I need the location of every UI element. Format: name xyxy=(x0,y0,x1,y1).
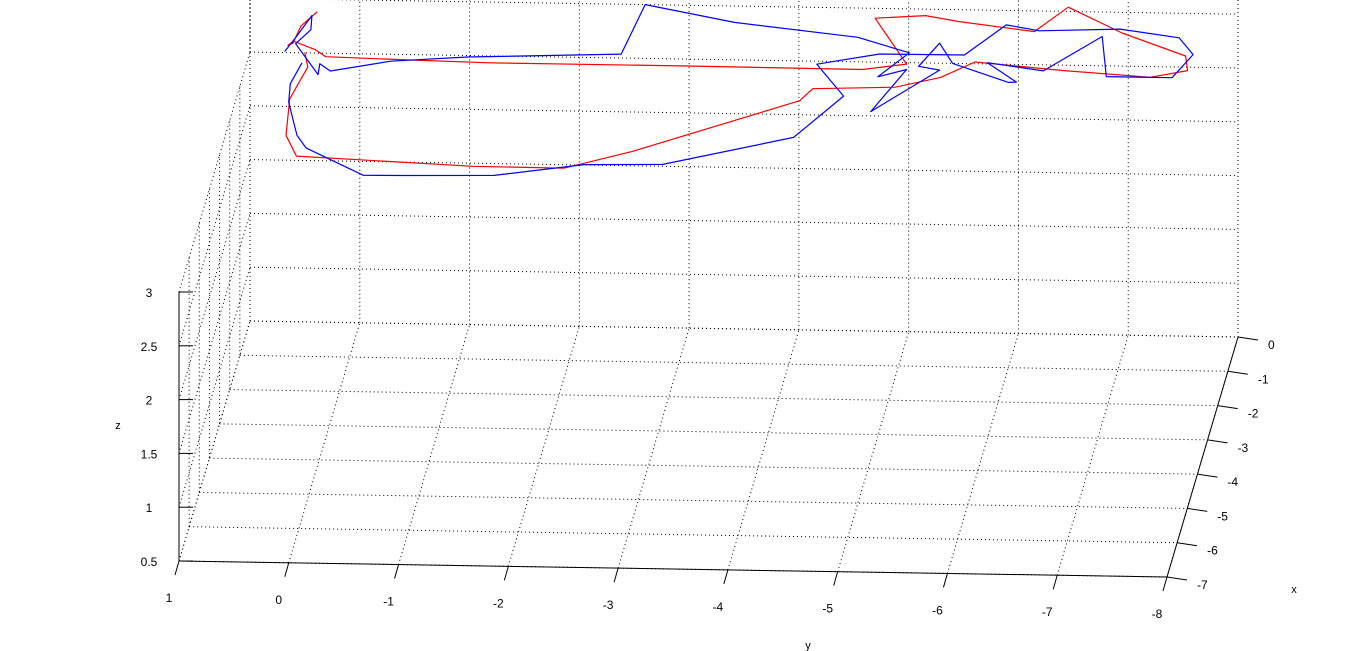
z-tick-label: 3 xyxy=(146,286,153,300)
y-tick-label: -4 xyxy=(713,600,724,614)
grid-line-floor-x xyxy=(219,423,1208,441)
grid-line-back-z xyxy=(330,0,1239,15)
x-tick-label: -5 xyxy=(1217,509,1228,523)
grid-line-floor-x xyxy=(199,491,1188,509)
grid-line-floor-x xyxy=(239,354,1228,372)
grid-line-left-z xyxy=(178,267,251,508)
y-tick-label: -1 xyxy=(383,595,394,609)
y-tick-mark xyxy=(942,573,948,588)
y-tick-label: 1 xyxy=(166,591,173,605)
x-tick-mark xyxy=(1187,507,1208,512)
x-tick-mark xyxy=(1166,576,1188,581)
z-tick-label: 1 xyxy=(146,501,153,515)
grid-line-left-z xyxy=(178,320,251,562)
grid-line-back-z xyxy=(249,320,1239,338)
grid-line-floor-y xyxy=(398,324,471,565)
grid-line-left-z xyxy=(178,213,251,454)
grid-line-floor-y xyxy=(617,327,690,569)
grid-line-floor-y xyxy=(1056,335,1129,576)
series-line-1 xyxy=(285,6,1189,169)
y-tick-label: -7 xyxy=(1042,605,1053,619)
y-tick-mark xyxy=(174,560,180,576)
z-tick-label: 2.5 xyxy=(141,340,158,354)
series-line-2 xyxy=(284,3,1194,177)
x-tick-label: -7 xyxy=(1197,578,1208,592)
x-tick-mark xyxy=(1207,439,1228,444)
z-tick-label: 0.5 xyxy=(141,555,158,569)
grid-line-floor-y xyxy=(288,322,361,563)
grid-line-floor-y xyxy=(507,326,580,567)
grid-line-back-z xyxy=(249,51,1239,69)
x-tick-label: -1 xyxy=(1258,372,1269,386)
x-axis-label: x xyxy=(1291,584,1297,596)
x-axis-line xyxy=(1166,336,1239,578)
grid-line-back-z xyxy=(249,266,1239,284)
x-tick-label: -6 xyxy=(1207,544,1218,558)
y-tick-mark xyxy=(503,566,509,581)
y-tick-mark xyxy=(1052,575,1058,590)
y-tick-label: -3 xyxy=(603,598,614,612)
axes xyxy=(178,292,1239,578)
y-tick-mark xyxy=(613,567,619,583)
x-tick-mark xyxy=(1227,370,1248,375)
y-axis-label: y xyxy=(805,640,811,651)
x-tick-label: -4 xyxy=(1227,475,1238,489)
y-tick-label: -6 xyxy=(932,603,943,617)
grid-line-back-z xyxy=(249,159,1239,177)
z-axis-label: z xyxy=(115,420,121,432)
x-tick-mark xyxy=(1197,473,1218,478)
x-tick-label: 0 xyxy=(1268,338,1275,352)
y-axis-line xyxy=(178,560,1168,578)
grid-line-left-z xyxy=(178,51,251,293)
y-tick-label: -2 xyxy=(493,596,504,610)
y-tick-mark xyxy=(1162,576,1168,592)
x-tick-mark xyxy=(1217,405,1238,410)
grid-line-back-z xyxy=(249,212,1239,230)
y-tick-mark xyxy=(394,564,400,579)
z-tick-label: 2 xyxy=(146,394,153,408)
grid-line-floor-y xyxy=(727,329,800,571)
grid-line-floor-y xyxy=(837,331,910,572)
y-tick-mark xyxy=(833,571,839,586)
grid-line-floor-x xyxy=(209,457,1198,475)
y-tick-label: -5 xyxy=(822,602,833,616)
x-tick-label: -3 xyxy=(1238,441,1249,455)
grid-line-left-z xyxy=(178,159,251,400)
grid-line-floor-y xyxy=(946,333,1019,574)
data-series xyxy=(284,3,1194,177)
grid-line-floor-x xyxy=(189,526,1178,544)
tick-marks: 1 0 -1 -2 -3 -4 -5 -6 -7 -8 0 -1 -2 -3 -4 -5 -6 -7 0.5 1 1.5… xyxy=(141,286,1275,621)
z-tick-label: 1.5 xyxy=(141,447,158,461)
y-tick-mark xyxy=(284,562,290,577)
grid-line-back-z xyxy=(249,105,1239,123)
y-tick-mark xyxy=(723,569,729,585)
y-tick-label: -8 xyxy=(1152,607,1163,621)
x-tick-mark xyxy=(1177,542,1198,547)
grid-line-left-z xyxy=(178,105,251,346)
grid-lines xyxy=(178,0,1239,578)
y-tick-label: 0 xyxy=(275,593,282,607)
x-tick-label: -2 xyxy=(1248,407,1259,421)
x-tick-mark xyxy=(1237,336,1259,341)
grid-line-floor-x xyxy=(229,389,1218,407)
